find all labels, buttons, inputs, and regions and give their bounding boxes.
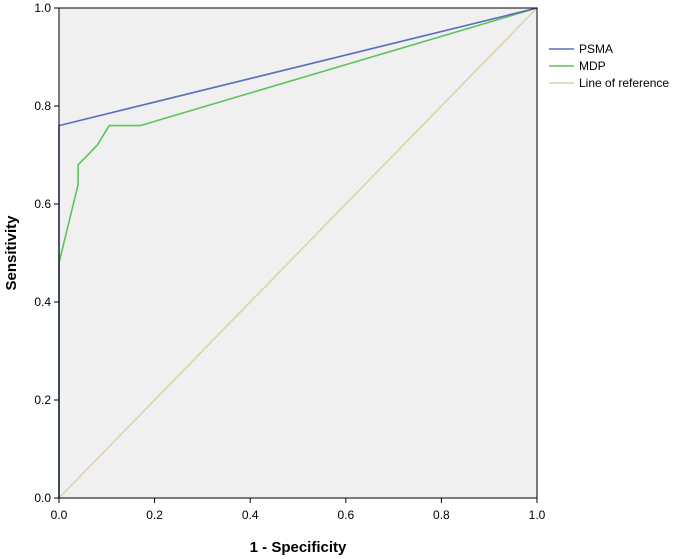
legend-label: PSMA xyxy=(579,42,613,56)
y-tick-label: 0.4 xyxy=(34,295,51,309)
x-tick-label: 0.6 xyxy=(337,508,354,522)
x-tick-label: 0.8 xyxy=(433,508,450,522)
y-tick-label: 1.0 xyxy=(34,1,51,15)
plot-frame xyxy=(58,7,538,499)
x-tick-label: 0.2 xyxy=(146,508,163,522)
y-tick-label: 0.8 xyxy=(34,99,51,113)
y-axis-ticks: 0.0 0.2 0.4 0.6 0.8 1.0 xyxy=(34,1,59,505)
x-tick-label: 0.4 xyxy=(242,508,259,522)
x-tick-label: 1.0 xyxy=(529,508,546,522)
y-tick-label: 0.2 xyxy=(34,393,51,407)
legend: PSMA MDP Line of reference xyxy=(549,42,669,90)
x-axis-ticks: 0.0 0.2 0.4 0.6 0.8 1.0 xyxy=(51,498,546,522)
series-line-mdp xyxy=(58,7,538,498)
y-tick-label: 0.6 xyxy=(34,197,51,211)
y-axis-title: Sensitivity xyxy=(3,215,20,291)
x-tick-label: 0.0 xyxy=(51,508,68,522)
x-axis-title: 1 - Specificity xyxy=(250,539,347,556)
legend-label: MDP xyxy=(579,59,606,73)
series-line-line-of-reference xyxy=(58,7,538,499)
legend-label: Line of reference xyxy=(579,76,669,90)
y-tick-label: 0.0 xyxy=(34,491,51,505)
